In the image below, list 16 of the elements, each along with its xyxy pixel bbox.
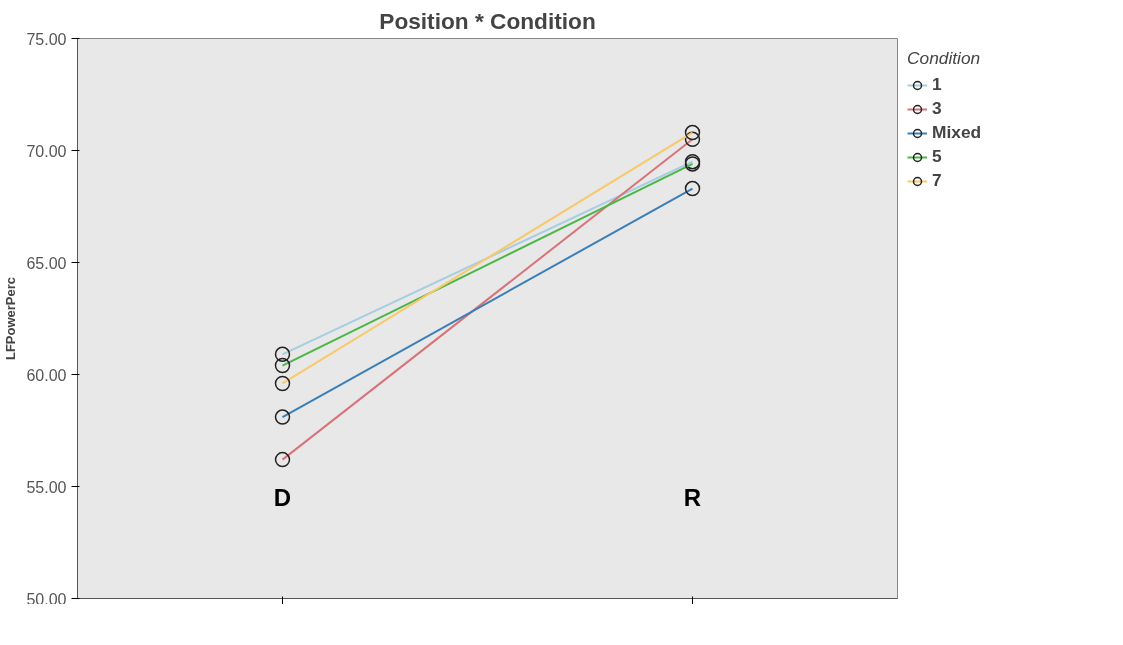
- y-tick-label: 55.00: [26, 478, 67, 496]
- x-tick-label: D: [273, 484, 292, 512]
- y-tick-label: 65.00: [26, 254, 67, 272]
- legend-label: 7: [932, 170, 943, 191]
- legend-label: 5: [932, 146, 943, 167]
- y-axis-title: LFPowerPerc: [3, 276, 19, 361]
- y-tick-label: 50.00: [26, 590, 67, 608]
- legend-label: 1: [932, 74, 943, 95]
- x-tick-label: R: [683, 484, 702, 512]
- y-tick-label: 60.00: [26, 366, 67, 384]
- legend-title: Condition: [907, 48, 982, 69]
- legend-label: 3: [932, 98, 943, 119]
- legend-label: Mixed: [932, 122, 982, 143]
- y-tick-label: 75.00: [26, 30, 67, 48]
- chart-title: Position * Condition: [379, 7, 596, 34]
- y-tick-label: 70.00: [26, 142, 67, 160]
